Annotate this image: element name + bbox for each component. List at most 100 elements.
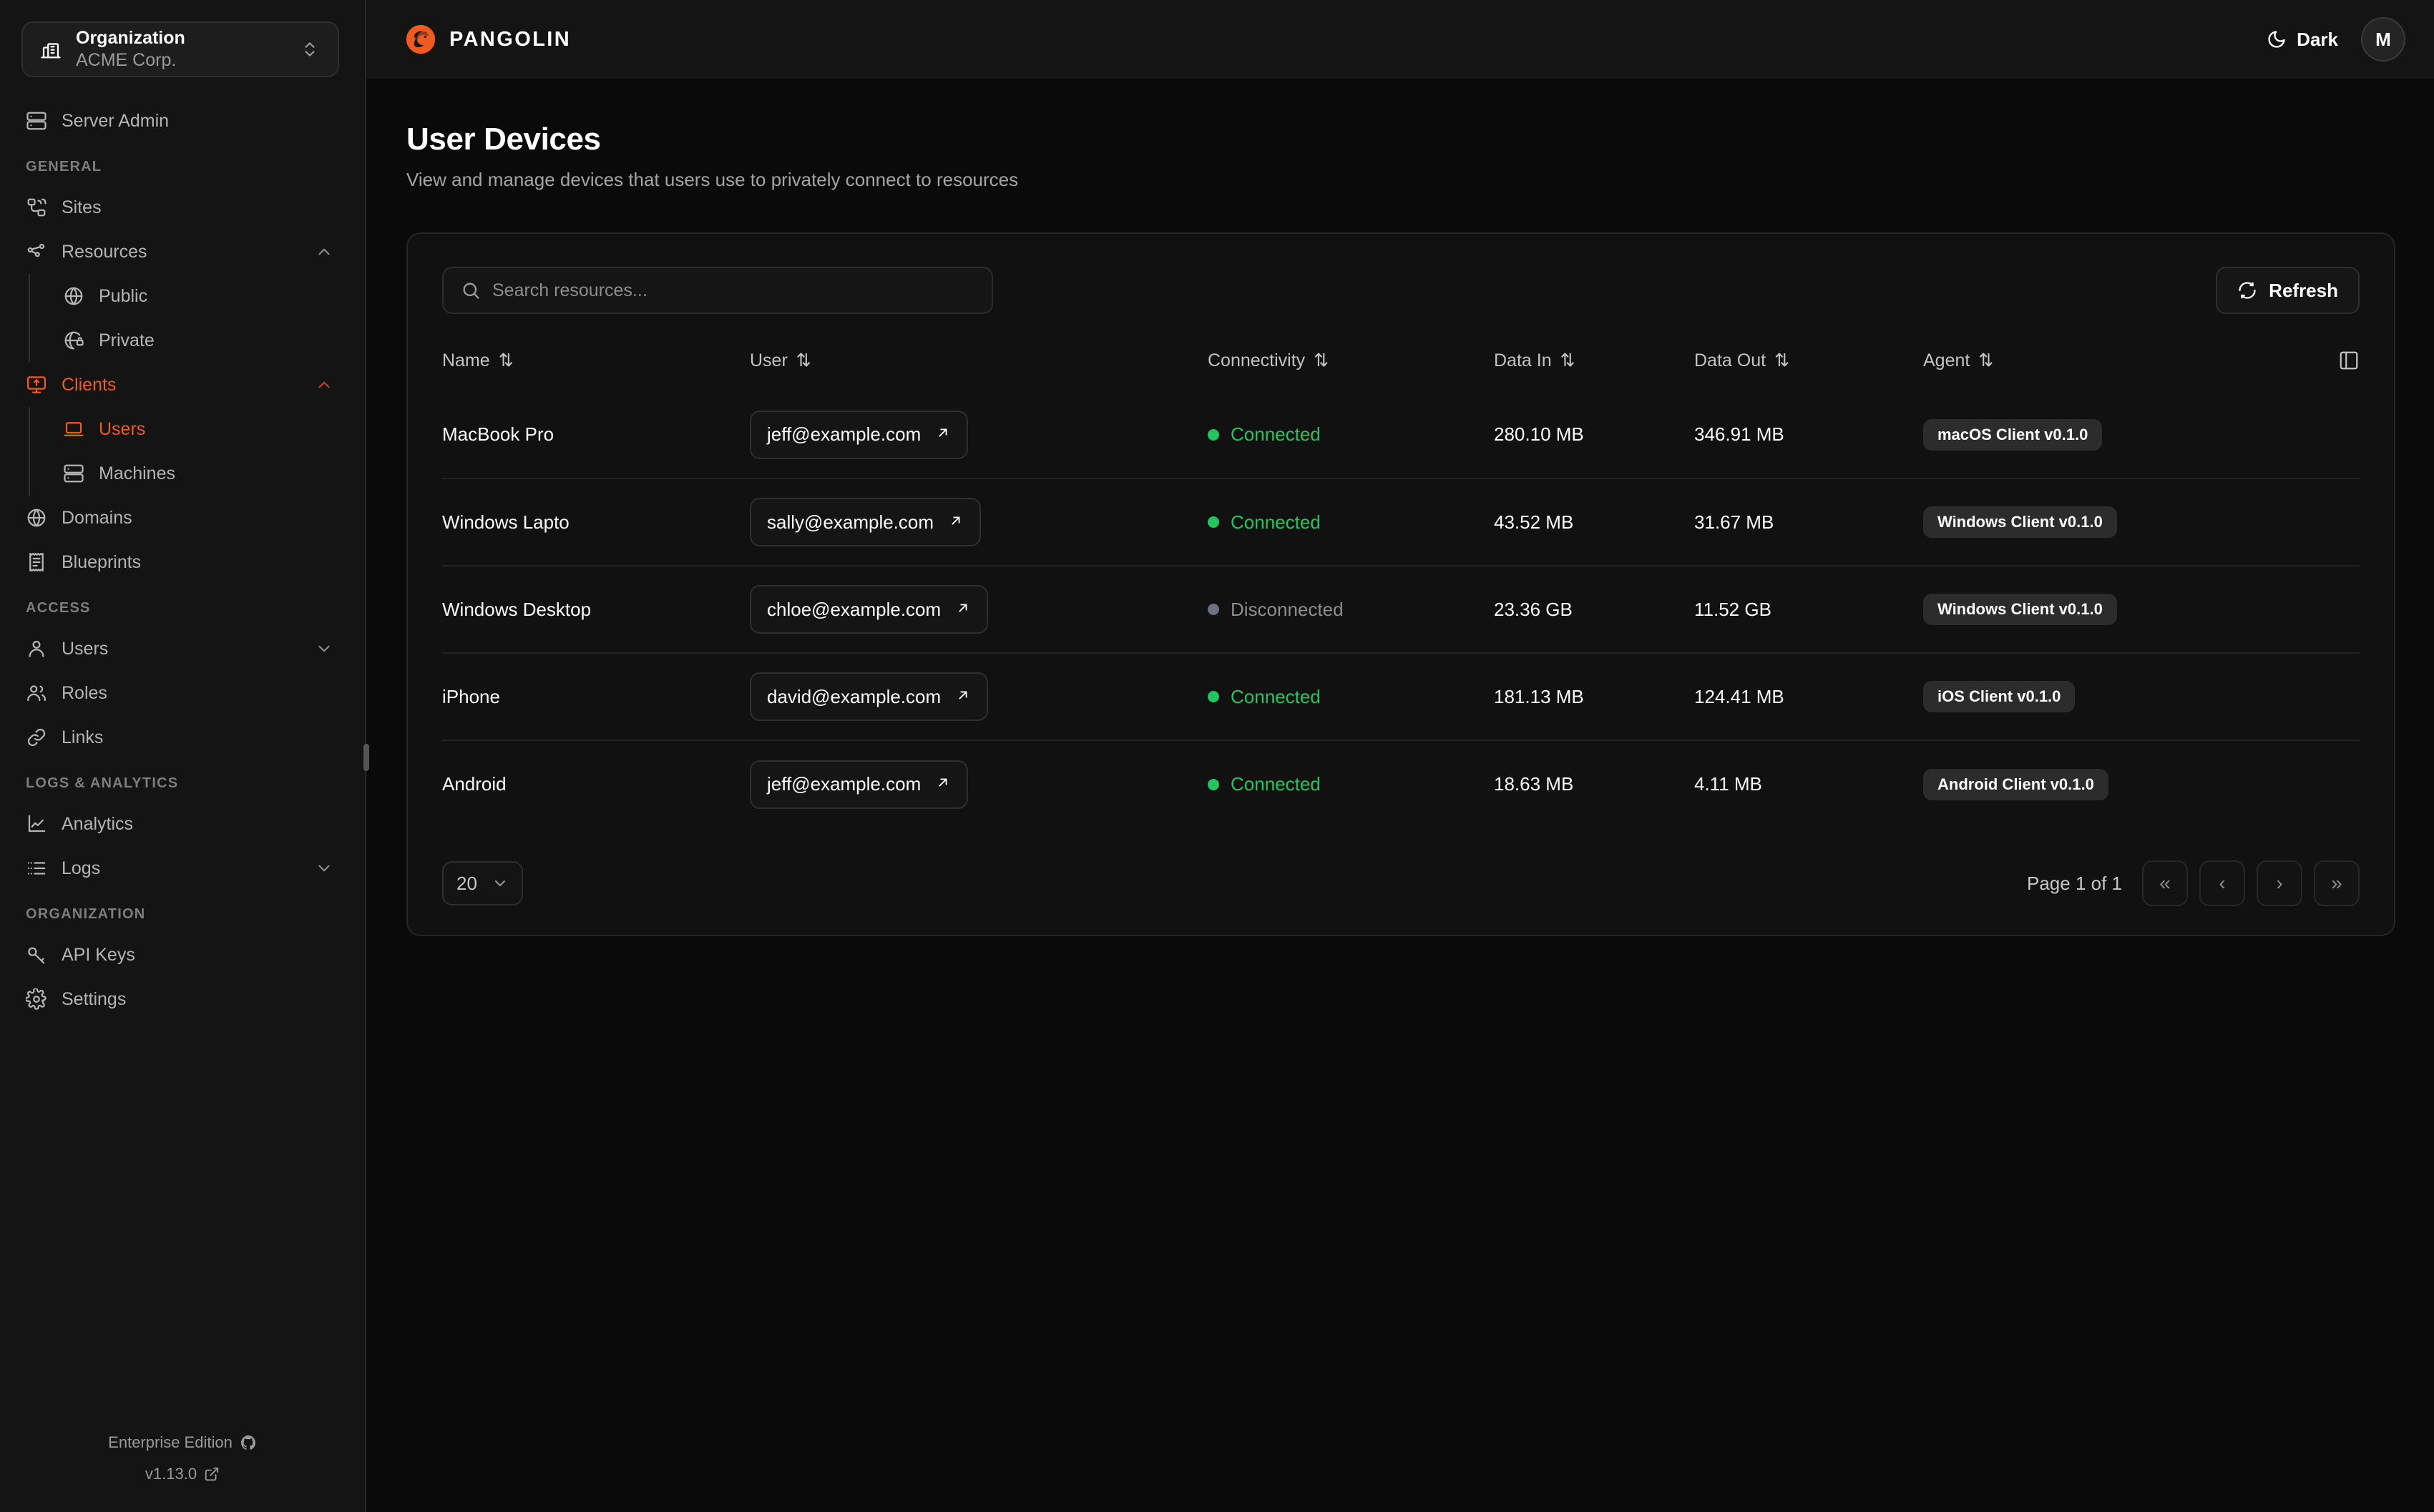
chevron-up-icon[interactable] bbox=[315, 242, 333, 261]
sidebar-item-machines[interactable]: Machines bbox=[26, 451, 365, 496]
column-header-connectivity[interactable]: Connectivity ⇅ bbox=[1208, 340, 1494, 391]
org-label: Organization bbox=[76, 28, 185, 49]
laptop-icon bbox=[63, 418, 84, 440]
sidebar-item-public[interactable]: Public bbox=[26, 274, 365, 318]
cell-connectivity: Connected bbox=[1208, 391, 1494, 478]
column-header-data-out[interactable]: Data Out ⇅ bbox=[1694, 340, 1923, 391]
cell-options bbox=[2302, 740, 2360, 828]
column-options-button[interactable] bbox=[2302, 340, 2360, 391]
search-input[interactable] bbox=[492, 280, 974, 301]
sidebar-item-server-admin[interactable]: Server Admin bbox=[0, 99, 365, 143]
sidebar-item-roles[interactable]: Roles bbox=[0, 671, 365, 715]
sidebar-item-users[interactable]: Users bbox=[26, 407, 365, 451]
server-icon bbox=[26, 110, 47, 132]
page-size-select[interactable]: 20 bbox=[442, 861, 523, 905]
user-link[interactable]: jeff@example.com bbox=[750, 760, 969, 809]
globe-lock-icon bbox=[63, 330, 84, 351]
avatar-initial: M bbox=[2375, 28, 2391, 50]
sidebar-item-blueprints[interactable]: Blueprints bbox=[0, 540, 365, 584]
next-page-button[interactable]: › bbox=[2257, 860, 2302, 906]
status-dot-icon bbox=[1208, 691, 1219, 703]
sidebar-resize-handle[interactable] bbox=[363, 744, 369, 771]
sort-icon: ⇅ bbox=[1560, 350, 1575, 370]
chevrons-up-down-icon bbox=[300, 40, 319, 59]
cell-connectivity: Disconnected bbox=[1208, 565, 1494, 653]
first-page-button[interactable]: « bbox=[2142, 860, 2188, 906]
cell-name: iPhone bbox=[442, 652, 750, 740]
topbar-right: Dark M bbox=[2267, 17, 2405, 62]
sidebar-item-users[interactable]: Users bbox=[0, 627, 365, 671]
status-badge: Connected bbox=[1208, 686, 1321, 708]
status-label: Connected bbox=[1231, 511, 1321, 533]
building-icon bbox=[40, 39, 62, 60]
refresh-button[interactable]: Refresh bbox=[2216, 267, 2360, 314]
table-row: Windows Desktop chloe@example.com Disconne… bbox=[442, 565, 2360, 653]
sidebar-item-label: Domains bbox=[62, 507, 132, 528]
last-page-button[interactable]: » bbox=[2314, 860, 2360, 906]
sidebar-item-label: Logs bbox=[62, 858, 101, 878]
sidebar-section-label: ORGANIZATION bbox=[26, 906, 146, 922]
agent-badge: iOS Client v0.1.0 bbox=[1923, 681, 2076, 712]
sidebar-item-label: Clients bbox=[62, 374, 117, 395]
column-header-agent[interactable]: Agent ⇅ bbox=[1923, 340, 2302, 391]
org-switcher[interactable]: Organization ACME Corp. bbox=[21, 21, 339, 77]
user-link[interactable]: david@example.com bbox=[750, 672, 989, 721]
agent-badge: macOS Client v0.1.0 bbox=[1923, 418, 2103, 451]
version-link[interactable]: v1.13.0 bbox=[145, 1465, 220, 1483]
sidebar-item-settings[interactable]: Settings bbox=[0, 977, 365, 1021]
sidebar-item-analytics[interactable]: Analytics bbox=[0, 802, 365, 846]
sidebar-item-links[interactable]: Links bbox=[0, 715, 365, 760]
sidebar-item-sites[interactable]: Sites bbox=[0, 185, 365, 230]
brand-name: PANGOLIN bbox=[449, 27, 572, 51]
chevron-down-icon bbox=[492, 875, 509, 892]
edition-link[interactable]: Enterprise Edition bbox=[108, 1433, 257, 1452]
status-dot-icon bbox=[1208, 604, 1219, 616]
search-box[interactable] bbox=[442, 267, 993, 314]
sidebar-item-label: Users bbox=[62, 638, 109, 659]
sidebar-item-resources[interactable]: Resources bbox=[0, 230, 365, 274]
status-badge: Disconnected bbox=[1208, 599, 1344, 621]
user-link[interactable]: sally@example.com bbox=[750, 498, 982, 546]
sidebar-item-api-keys[interactable]: API Keys bbox=[0, 933, 365, 977]
globe-icon bbox=[26, 507, 47, 529]
cell-user: jeff@example.com bbox=[750, 740, 1208, 828]
list-icon bbox=[26, 858, 47, 879]
cell-data-in: 18.63 MB bbox=[1494, 740, 1694, 828]
external-link-icon bbox=[948, 511, 964, 534]
cell-agent: macOS Client v0.1.0 bbox=[1923, 391, 2302, 478]
brand[interactable]: PANGOLIN bbox=[405, 24, 571, 55]
cell-options bbox=[2302, 478, 2360, 566]
sidebar-item-private[interactable]: Private bbox=[26, 318, 365, 363]
cell-connectivity: Connected bbox=[1208, 478, 1494, 566]
column-header-user[interactable]: User ⇅ bbox=[750, 340, 1208, 391]
user-link[interactable]: jeff@example.com bbox=[750, 410, 969, 459]
sort-icon: ⇅ bbox=[498, 350, 514, 370]
column-header-data-in[interactable]: Data In ⇅ bbox=[1494, 340, 1694, 391]
sidebar-item-clients[interactable]: Clients bbox=[0, 363, 365, 407]
sidebar-section-label: GENERAL bbox=[26, 159, 102, 175]
theme-label: Dark bbox=[2297, 28, 2338, 50]
column-header-name[interactable]: Name ⇅ bbox=[442, 340, 750, 391]
sidebar-item-label: Resources bbox=[62, 241, 147, 262]
prev-page-button[interactable]: ‹ bbox=[2199, 860, 2245, 906]
cell-data-out: 4.11 MB bbox=[1694, 740, 1923, 828]
sidebar-item-domains[interactable]: Domains bbox=[0, 496, 365, 540]
theme-toggle[interactable]: Dark bbox=[2267, 29, 2338, 51]
status-label: Disconnected bbox=[1231, 598, 1344, 620]
cell-data-in: 280.10 MB bbox=[1494, 423, 1584, 445]
link-icon bbox=[26, 727, 47, 748]
user-email: david@example.com bbox=[767, 685, 942, 707]
chevron-up-icon[interactable] bbox=[315, 375, 333, 394]
chevron-down-icon[interactable] bbox=[315, 859, 333, 878]
sidebar-item-label: Users bbox=[99, 418, 146, 439]
external-link-icon bbox=[935, 423, 951, 446]
column-label: Data Out bbox=[1694, 350, 1766, 370]
avatar[interactable]: M bbox=[2361, 17, 2405, 62]
sidebar-nav: Server Admin GENERAL Sites Resources Public… bbox=[0, 99, 365, 1433]
user-link[interactable]: chloe@example.com bbox=[750, 585, 989, 634]
cell-options bbox=[2302, 652, 2360, 740]
chevron-down-icon[interactable] bbox=[315, 639, 333, 658]
pagination-right: Page 1 of 1 « ‹ › » bbox=[2027, 860, 2360, 906]
sidebar-item-logs[interactable]: Logs bbox=[0, 846, 365, 890]
page-title: User Devices bbox=[406, 122, 601, 157]
